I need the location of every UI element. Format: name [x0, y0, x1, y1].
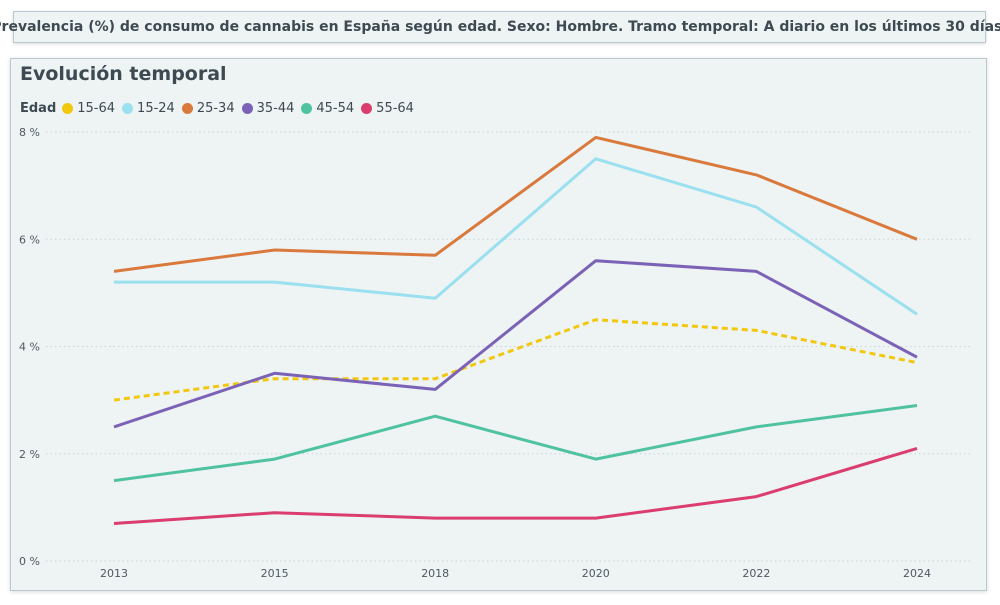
- series-line-35-44[interactable]: [113, 259, 918, 429]
- legend-item-55-64[interactable]: 55-64: [361, 101, 414, 116]
- series-line-25-34[interactable]: [113, 135, 918, 273]
- legend-label: 15-24: [137, 100, 175, 116]
- legend-item-35-44[interactable]: 35-44: [241, 100, 295, 116]
- legend-marker: [241, 102, 253, 114]
- legend-label: 45-54: [316, 100, 355, 116]
- legend-marker: [181, 102, 193, 114]
- legend-label: 35-44: [256, 100, 295, 116]
- y-tick-label: 6 %: [19, 233, 40, 246]
- y-tick-label: 0 %: [19, 555, 40, 568]
- legend-marker: [62, 102, 74, 114]
- x-tick-label: 2015: [261, 567, 289, 580]
- legend-title: Edad: [20, 100, 57, 116]
- legend-marker: [361, 102, 373, 114]
- legend[interactable]: Edad 15-64 15-24 25-34 35-44 45-54 55-64: [20, 99, 421, 117]
- x-tick-label: 2020: [582, 567, 610, 580]
- x-tick-label: 2018: [421, 567, 449, 580]
- legend-label: 15-64: [77, 100, 116, 116]
- y-tick-label: 2 %: [19, 448, 40, 461]
- page-title: Prevalencia (%) de consumo de cannabis e…: [0, 19, 1000, 35]
- y-tick-label: 8 %: [19, 126, 40, 139]
- legend-items: 15-64 15-24 25-34 35-44 45-54 55-64: [62, 101, 421, 116]
- line-chart: 0 % 2 % 4 % 6 % 8 % 2013 2015 2018 2020 2022 2024: [19, 126, 973, 580]
- header-box: Prevalencia (%) de consumo de cannabis e…: [0, 11, 1000, 43]
- series-line-55-64[interactable]: [113, 446, 918, 525]
- legend-marker: [301, 102, 313, 114]
- series-line-45-54[interactable]: [113, 404, 918, 483]
- legend-marker: [122, 102, 134, 114]
- legend-label: 55-64: [376, 100, 414, 116]
- chart-panel: Evolución temporal Edad 15-64 15-24 25-34 3…: [10, 58, 987, 591]
- chart-title: Evolución temporal: [20, 63, 227, 85]
- legend-label: 25-34: [196, 100, 235, 116]
- series-line-15-24[interactable]: [114, 157, 918, 316]
- legend-item-45-54[interactable]: 45-54: [301, 101, 354, 116]
- legend-item-15-64[interactable]: 15-64: [62, 101, 115, 116]
- legend-item-15-24[interactable]: 15-24: [122, 101, 175, 116]
- y-tick-label: 4 %: [19, 341, 40, 354]
- x-tick-label: 2022: [742, 567, 770, 580]
- x-tick-label: 2024: [903, 567, 931, 580]
- x-tick-label: 2013: [100, 567, 128, 580]
- legend-item-25-34[interactable]: 25-34: [181, 100, 235, 116]
